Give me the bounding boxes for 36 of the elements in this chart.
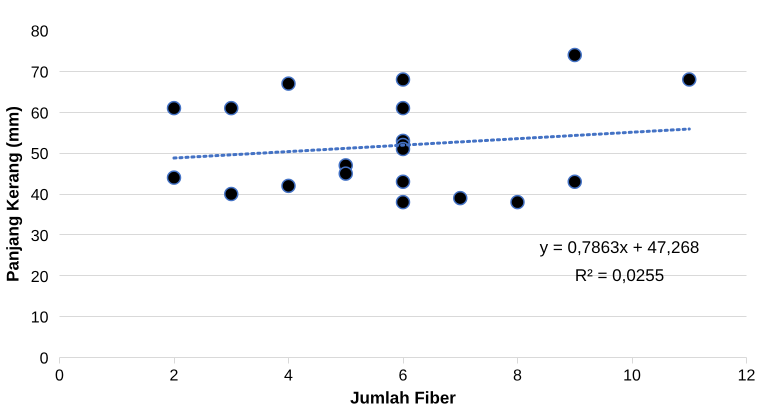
- x-tick-label: 12: [738, 368, 756, 384]
- x-tick-label: 10: [623, 368, 641, 384]
- annotation: R² = 0,0255: [574, 266, 664, 285]
- y-tick-label: 40: [30, 187, 49, 204]
- point: [396, 100, 410, 116]
- point: [568, 174, 582, 189]
- y-tick-label: 0: [40, 350, 49, 368]
- point: [396, 174, 410, 189]
- x-tick-label: 6: [398, 368, 408, 384]
- y-tick-label: 20: [30, 268, 49, 286]
- point: [568, 48, 582, 62]
- x-tick-label: 8: [513, 368, 522, 384]
- y-tick-label: 70: [30, 64, 49, 82]
- point: [224, 186, 238, 202]
- y-axis-title: Panjang Kerang (mm): [4, 106, 23, 282]
- point: [281, 178, 296, 194]
- x-tick-label: 4: [284, 368, 294, 384]
- point: [453, 190, 468, 206]
- point: [396, 194, 410, 210]
- x-axis-title: Jumlah Fiber: [350, 388, 456, 408]
- point: [166, 100, 182, 116]
- y-tick-label: 10: [30, 310, 49, 327]
- point: [396, 72, 410, 87]
- x-tick-label: 2: [170, 368, 179, 384]
- y-tick-label: 30: [30, 228, 49, 245]
- x-tick-label: 0: [55, 368, 64, 384]
- y-tick-label: 60: [30, 105, 49, 122]
- point: [281, 76, 296, 91]
- point: [338, 166, 353, 181]
- point: [510, 194, 525, 210]
- annotation: y = 0,7863x + 47,268: [540, 238, 700, 257]
- y-tick-label: 50: [30, 146, 49, 164]
- point: [166, 170, 182, 185]
- y-tick-label: 80: [30, 24, 49, 40]
- point: [224, 100, 238, 116]
- point: [682, 72, 696, 87]
